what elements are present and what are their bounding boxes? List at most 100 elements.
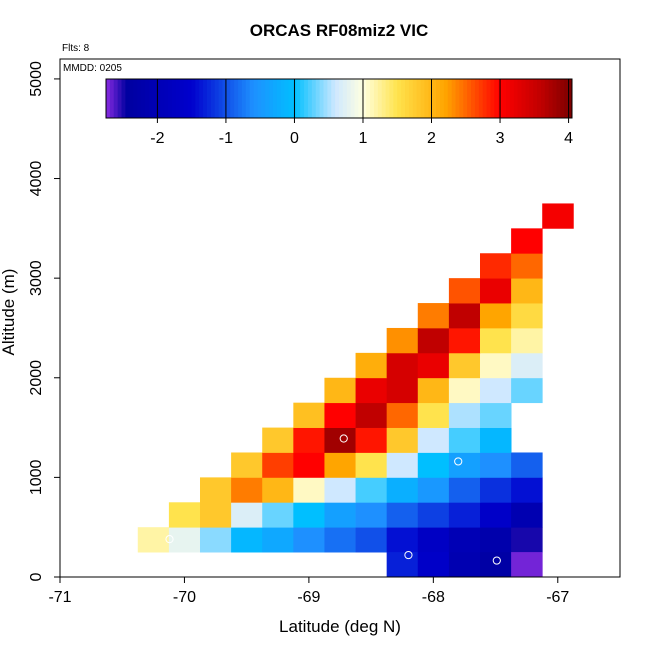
heatmap-cell bbox=[386, 452, 419, 478]
colorbar-segment bbox=[230, 79, 235, 118]
heatmap-cell bbox=[511, 278, 543, 304]
heatmap-cell bbox=[293, 452, 325, 478]
heatmap-cell bbox=[448, 377, 481, 404]
colorbar-segment bbox=[117, 79, 123, 118]
y-tick-label: 2000 bbox=[28, 360, 45, 396]
y-tick-label: 0 bbox=[28, 572, 45, 581]
heatmap-cell bbox=[448, 327, 481, 354]
colorbar-segment bbox=[245, 79, 251, 118]
y-tick-label: 3000 bbox=[28, 260, 45, 296]
colorbar-segment bbox=[133, 79, 138, 118]
date-annotation: MMDD: 0205 bbox=[63, 63, 122, 74]
heatmap-cell bbox=[293, 477, 325, 503]
colorbar-segment bbox=[109, 79, 115, 118]
colorbar-segment bbox=[424, 79, 429, 118]
colorbar-segment bbox=[540, 79, 546, 118]
x-tick-label: -70 bbox=[173, 589, 196, 606]
colorbar-segment bbox=[420, 79, 425, 118]
colorbar-tick-label: 1 bbox=[359, 130, 368, 147]
colorbar-segment bbox=[513, 79, 519, 118]
colorbar-segment bbox=[269, 79, 274, 118]
x-tick-label: -71 bbox=[48, 589, 71, 606]
heatmap-cell bbox=[542, 203, 574, 229]
observation-markers bbox=[165, 214, 591, 565]
colorbar-segment bbox=[280, 79, 286, 118]
heatmap-cell bbox=[386, 352, 419, 379]
colorbar-segment bbox=[521, 79, 526, 118]
colorbar-segment bbox=[490, 79, 495, 118]
colorbar-segment bbox=[397, 79, 402, 118]
heatmap-cell bbox=[355, 527, 388, 553]
heatmap-cell bbox=[417, 527, 450, 553]
heatmap-cell bbox=[448, 552, 481, 578]
heatmap-cell bbox=[480, 327, 512, 354]
x-tick-label: -67 bbox=[546, 589, 569, 606]
observation-marker bbox=[582, 214, 591, 223]
colorbar-segment bbox=[222, 79, 227, 118]
colorbar-segment bbox=[311, 79, 317, 118]
colorbar-segment bbox=[106, 79, 111, 118]
heatmap-cell bbox=[137, 527, 170, 553]
heatmap-cell bbox=[386, 477, 419, 503]
heatmap-cell bbox=[231, 502, 263, 528]
colorbar-tick-label: 3 bbox=[496, 130, 505, 147]
colorbar-segment bbox=[152, 79, 157, 118]
y-tick-label: 5000 bbox=[28, 61, 45, 97]
heatmap-cell bbox=[417, 402, 450, 428]
colorbar-tick-label: 0 bbox=[290, 130, 299, 147]
colorbar-segment bbox=[234, 79, 239, 118]
colorbar-tick-label: -1 bbox=[219, 130, 233, 147]
heatmap-cell bbox=[480, 352, 512, 379]
colorbar-segment bbox=[459, 79, 464, 118]
y-axis: 0 1000 2000 3000 4000 5000 bbox=[28, 61, 60, 581]
colorbar-segment bbox=[218, 79, 223, 118]
colorbar-segment bbox=[296, 79, 301, 118]
colorbar: -2 -1 0 1 2 3 4 bbox=[105, 78, 573, 147]
colorbar-segment bbox=[432, 79, 437, 118]
colorbar-segment bbox=[412, 79, 418, 118]
heatmap-cell bbox=[448, 502, 481, 528]
heatmap-cell bbox=[417, 477, 450, 503]
colorbar-segment bbox=[164, 79, 169, 118]
colorbar-segment bbox=[385, 79, 390, 118]
colorbar-segment bbox=[393, 79, 398, 118]
y-axis-label: Altitude (m) bbox=[0, 269, 18, 356]
colorbar-segment bbox=[160, 79, 165, 118]
heatmap-cell bbox=[386, 402, 419, 428]
colorbar-segment bbox=[172, 79, 177, 118]
heatmap-cell bbox=[386, 552, 419, 578]
colorbar-segment bbox=[443, 79, 449, 118]
colorbar-segment bbox=[463, 79, 468, 118]
heatmap-cell bbox=[480, 253, 512, 279]
heatmap-cell bbox=[417, 502, 450, 528]
heatmap-cell bbox=[511, 552, 543, 578]
colorbar-tick-label: -2 bbox=[150, 130, 164, 147]
colorbar-segment bbox=[486, 79, 491, 118]
colorbar-segment bbox=[544, 79, 550, 118]
heatmap-cell bbox=[293, 402, 325, 428]
colorbar-segment bbox=[405, 79, 410, 118]
colorbar-segment bbox=[564, 79, 569, 118]
heatmap-cell bbox=[324, 477, 356, 503]
y-tick-label: 4000 bbox=[28, 161, 45, 197]
chart-title: ORCAS RF08miz2 VIC bbox=[250, 21, 429, 40]
heatmap-cell bbox=[262, 452, 294, 478]
heatmap-cells bbox=[137, 203, 574, 578]
heatmap-cell bbox=[324, 452, 356, 478]
colorbar-segment bbox=[455, 79, 460, 118]
colorbar-segment bbox=[339, 79, 344, 118]
observation-marker bbox=[339, 434, 348, 443]
heatmap-cell bbox=[417, 352, 450, 379]
heatmap-cell bbox=[448, 477, 481, 503]
heatmap-cell bbox=[417, 552, 450, 578]
colorbar-segment bbox=[560, 79, 565, 118]
colorbar-segment bbox=[191, 79, 196, 118]
colorbar-segment bbox=[113, 79, 119, 118]
colorbar-tick-label: 2 bbox=[427, 130, 436, 147]
colorbar-segment bbox=[428, 79, 433, 118]
colorbar-segment bbox=[556, 79, 561, 118]
heatmap-cell bbox=[293, 427, 325, 453]
colorbar-segment bbox=[548, 79, 554, 118]
heatmap-cell bbox=[448, 303, 481, 329]
colorbar-segment bbox=[144, 79, 150, 118]
